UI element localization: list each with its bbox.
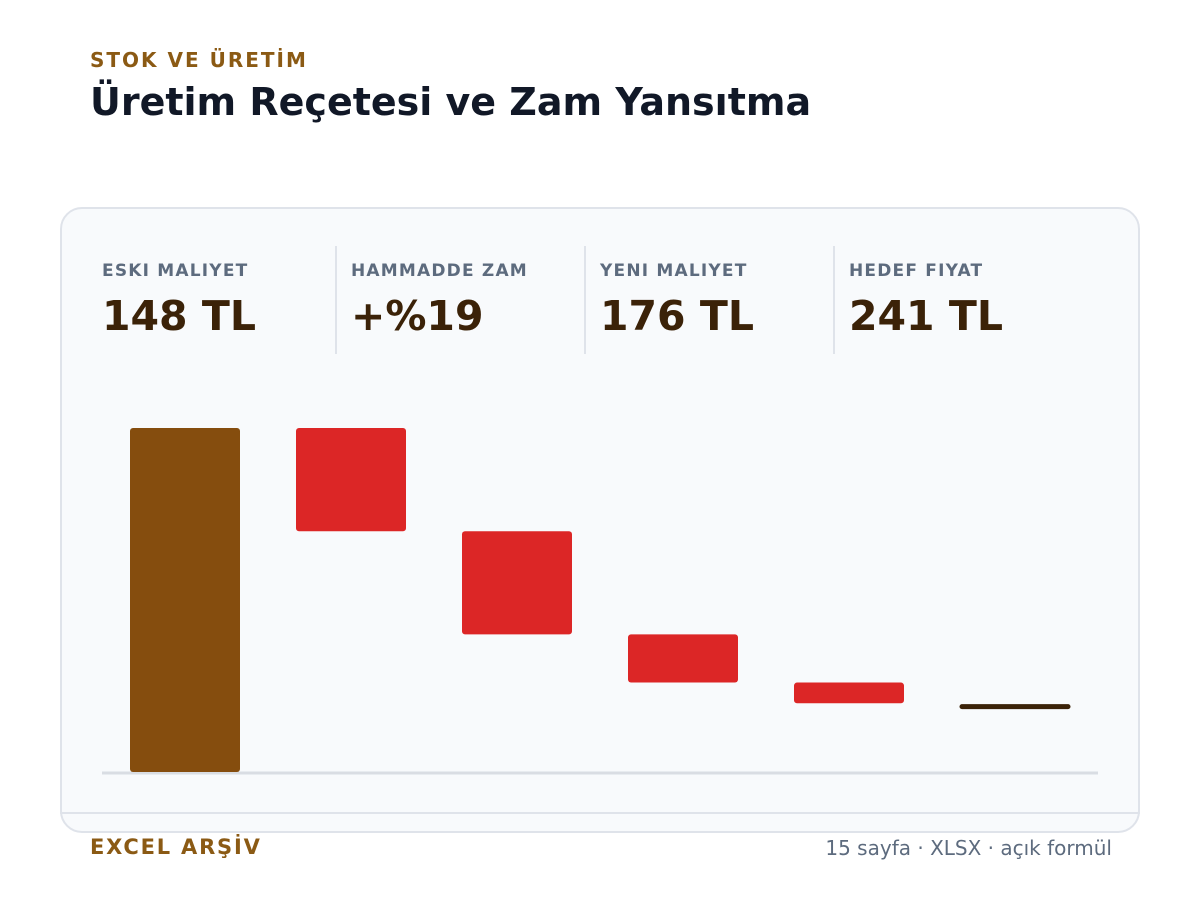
waterfall-bar-base — [130, 428, 240, 772]
kpi-value: +%19 — [351, 292, 484, 340]
footer-meta: 15 sayfa · XLSX · açık formül — [825, 836, 1112, 860]
kpi-label: ESKI MALIYET — [102, 261, 249, 281]
page-title: Üretim Reçetesi ve Zam Yansıtma — [90, 80, 812, 124]
waterfall-bar-decrease — [462, 531, 572, 635]
kpi-separator — [335, 246, 337, 354]
footer-source: EXCEL ARŞİV — [90, 835, 262, 859]
waterfall-bar-decrease — [794, 682, 904, 704]
kpi-value: 176 TL — [600, 292, 754, 340]
waterfall-bar-decrease — [296, 428, 406, 532]
waterfall-bar-decrease — [628, 634, 738, 683]
card-footer-divider — [60, 812, 1140, 814]
kpi-label: HAMMADDE ZAM — [351, 261, 528, 281]
kpi-separator — [584, 246, 586, 354]
kpi-label: HEDEF FIYAT — [849, 261, 984, 281]
kpi-label: YENI MALIYET — [600, 261, 748, 281]
kpi-separator — [833, 246, 835, 354]
kpi-value: 148 TL — [102, 292, 256, 340]
kpi-value: 241 TL — [849, 292, 1003, 340]
eyebrow: STOK VE ÜRETİM — [90, 48, 308, 72]
